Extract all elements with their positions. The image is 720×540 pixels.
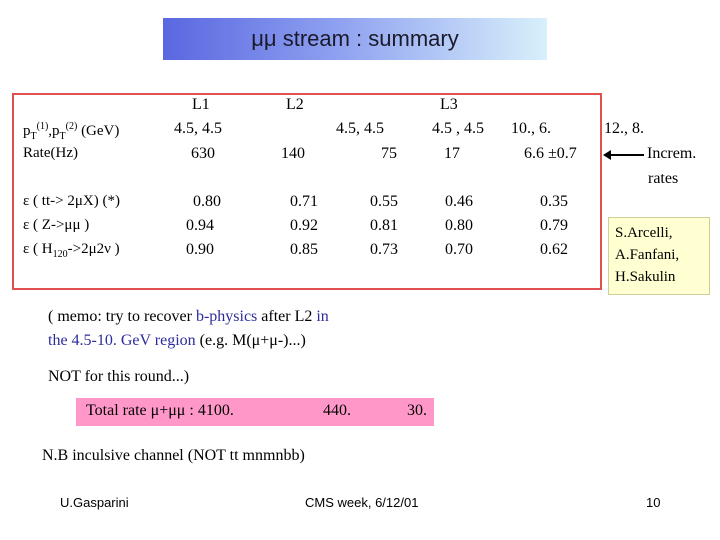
authors-box: S.Arcelli, A.Fanfani, H.Sakulin (608, 217, 710, 295)
rate-row-label: Rate(Hz) (23, 145, 78, 161)
memo-line-3: NOT for this round...) (48, 368, 190, 385)
eff-value: 0.73 (370, 241, 398, 258)
eff-row-label: ε ( tt-> 2μX) (*) (23, 193, 120, 209)
nb-note: N.B inculsive channel (NOT tt mnmnbb) (42, 447, 305, 464)
pt-value-l3c: 12., 8. (604, 120, 644, 137)
memo-line-2: the 4.5-10. GeV region (e.g. M(μ+μ-)...) (48, 332, 306, 349)
author-name: H.Sakulin (615, 269, 676, 285)
header-l1: L1 (192, 96, 210, 113)
rate-value-l3b: 17 (444, 145, 460, 162)
eff-row-label: ε ( Z->μμ ) (23, 217, 90, 233)
eff-value: 0.94 (186, 217, 214, 234)
arrow-shaft (608, 154, 644, 156)
eff-value: 0.79 (540, 217, 568, 234)
eff-value: 0.92 (290, 217, 318, 234)
title-banner: μμ stream : summary (163, 18, 547, 60)
eff-value: 0.80 (193, 193, 221, 210)
eff-value: 0.55 (370, 193, 398, 210)
eff-value: 0.90 (186, 241, 214, 258)
pt-row-label: pT(1),pT(2) (GeV) (23, 121, 120, 142)
pt-value-l3a: 4.5 , 4.5 (432, 120, 484, 137)
total-rate-label: Total rate μ+μμ : 4100. (86, 402, 234, 419)
eff-value: 0.46 (445, 193, 473, 210)
results-table-frame (12, 93, 602, 290)
pt-value-l3b: 10., 6. (511, 120, 551, 137)
eff-value: 0.80 (445, 217, 473, 234)
increm-label: Increm. (647, 145, 697, 162)
slide-title: μμ stream : summary (251, 26, 459, 51)
total-rate-box (76, 398, 434, 426)
header-l2: L2 (286, 96, 304, 113)
rate-value-l3a: 75 (381, 145, 397, 162)
author-name: A.Fanfani, (615, 247, 680, 263)
eff-value: 0.71 (290, 193, 318, 210)
total-rate-l3: 30. (407, 402, 427, 419)
rate-value-l2: 140 (281, 145, 305, 162)
eff-value: 0.85 (290, 241, 318, 258)
eff-row-label: ε ( H120->2μ2ν ) (23, 241, 120, 260)
arrow-left-icon (603, 150, 611, 160)
header-l3: L3 (440, 96, 458, 113)
rate-value-l3c: 6.6 ±0.7 (524, 145, 577, 162)
author-name: S.Arcelli, (615, 225, 673, 241)
page-number: 10 (646, 495, 661, 510)
eff-value: 0.62 (540, 241, 568, 258)
eff-value: 0.35 (540, 193, 568, 210)
eff-value: 0.70 (445, 241, 473, 258)
footer-author: U.Gasparini (60, 495, 129, 510)
total-rate-l2: 440. (323, 402, 351, 419)
memo-line-1: ( memo: try to recover b-physics after L… (48, 308, 329, 325)
pt-value-l1: 4.5, 4.5 (174, 120, 222, 137)
eff-value: 0.81 (370, 217, 398, 234)
pt-value-l2: 4.5, 4.5 (336, 120, 384, 137)
rates-label: rates (648, 170, 679, 187)
rate-value-l1: 630 (191, 145, 215, 162)
footer-event: CMS week, 6/12/01 (305, 495, 419, 510)
